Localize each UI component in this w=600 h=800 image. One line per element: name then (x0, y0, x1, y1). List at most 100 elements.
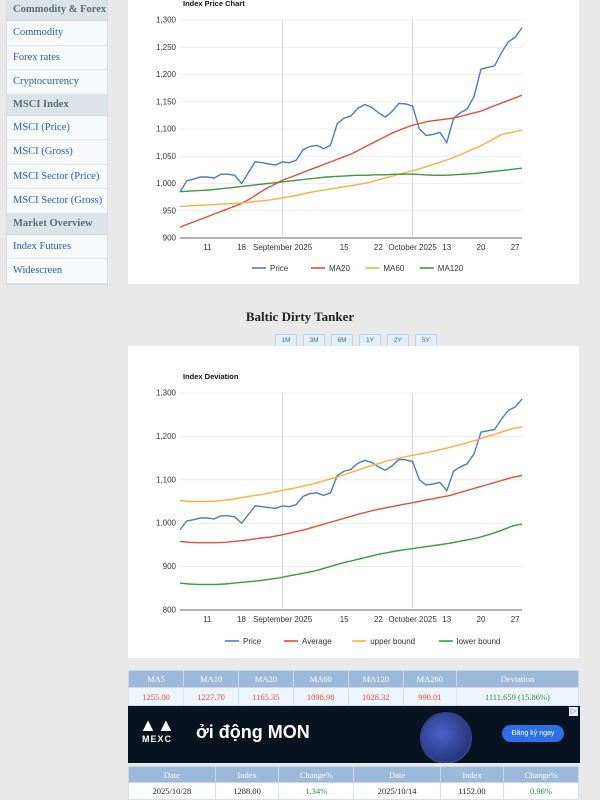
x-tick-label: October 2025 (388, 243, 437, 252)
x-tick-label: October 2025 (388, 615, 437, 624)
legend-label[interactable]: MA120 (438, 264, 464, 273)
series-line-ma60 (179, 129, 523, 208)
deviation-value: 1111.659 (15.86%) (455, 687, 580, 706)
series-line-ma120 (179, 167, 523, 193)
ad-signup-button[interactable]: Đăng ký ngay (502, 725, 564, 742)
series-line-lower-bound (179, 523, 523, 586)
x-tick-label: 18 (237, 615, 246, 624)
legend-label[interactable]: lower bound (457, 637, 501, 646)
range-button[interactable]: 5Y (415, 334, 437, 347)
ma-header: MA20 (238, 670, 294, 688)
y-tick-label: 1,100 (156, 125, 177, 134)
x-tick-label: 27 (511, 615, 520, 624)
history-cell: 2025/10/28 (128, 782, 216, 800)
history-header: Index (440, 766, 505, 783)
ad-coin-graphic (420, 712, 472, 763)
history-header: Change% (503, 766, 579, 783)
series-line-price (179, 27, 523, 193)
legend-label[interactable]: MA20 (329, 264, 350, 273)
index-deviation-chart: 800 900 1,000 1,100 1,200 1,300 11 18 September … (156, 389, 523, 646)
x-tick-label: 22 (374, 243, 383, 252)
x-tick-label: 15 (340, 615, 349, 624)
y-tick-label: 1,200 (156, 70, 177, 79)
sidebar-link[interactable]: Forex rates (7, 45, 107, 70)
series-line-price (179, 398, 523, 531)
y-tick-label: 1,000 (156, 179, 177, 188)
ma-value: 990.01 (402, 687, 457, 706)
x-tick-label: 22 (374, 615, 383, 624)
sidebar-section-heading: Market Overview (7, 213, 107, 235)
sidebar-link[interactable]: MSCI Sector (Price) (7, 164, 107, 189)
x-tick-label: September 2025 (253, 243, 313, 252)
x-tick-label: 11 (203, 615, 212, 624)
ma-value: 1227.70 (183, 687, 240, 706)
ad-close-icon[interactable]: ▷ (569, 707, 578, 716)
moving-average-table: MA5 MA10 MA20 MA60 MA120 MA260 Deviation 1255.… (127, 670, 580, 706)
x-tick-label: September 2025 (253, 615, 313, 624)
y-tick-label: 1,150 (156, 97, 177, 106)
ad-brand: MEXC (141, 734, 172, 744)
history-header: Date (353, 766, 442, 783)
history-cell: 1288.00 (214, 782, 280, 800)
sidebar: Commodity & Forex Commodity Forex rates Cry… (6, 0, 108, 285)
ma-value: 1098.98 (292, 687, 349, 706)
x-tick-label: 13 (442, 615, 451, 624)
series-line-ma20 (179, 94, 523, 228)
section-title: Baltic Dirty Tanker (245, 309, 355, 324)
sidebar-section-heading: MSCI Index (7, 94, 107, 116)
chart-title: Index Deviation (183, 372, 239, 381)
sidebar-link[interactable]: MSCI Sector (Gross) (7, 189, 107, 214)
history-header: Index (214, 766, 280, 783)
x-tick-label: 13 (442, 243, 451, 252)
sidebar-link[interactable]: Cryptocurrency (7, 70, 107, 95)
ma-value: 1028.32 (347, 687, 404, 706)
y-tick-label: 950 (163, 206, 177, 215)
mexc-logo: ▲▲ MEXC (136, 716, 178, 744)
history-header: Date (128, 766, 216, 783)
range-button[interactable]: 1M (275, 334, 297, 347)
series-line-upper-bound (179, 426, 523, 503)
x-tick-label: 11 (203, 243, 212, 252)
y-tick-label: 1,200 (156, 432, 177, 441)
sidebar-link[interactable]: Commodity (7, 21, 107, 46)
ma-header: MA10 (183, 670, 240, 688)
history-cell: 2025/10/14 (353, 782, 442, 800)
ma-header: MA120 (347, 670, 404, 688)
table-row: 2025/10/28 1288.00 1.34% 2025/10/14 1152.00 0… (128, 782, 579, 800)
chart-title: Index Price Chart (183, 0, 245, 8)
y-tick-label: 1,100 (156, 475, 177, 484)
y-tick-label: 800 (163, 606, 177, 615)
sidebar-link[interactable]: MSCI (Price) (7, 115, 107, 140)
y-tick-label: 1,300 (156, 16, 177, 25)
x-tick-label: 20 (477, 243, 486, 252)
y-tick-label: 900 (163, 234, 177, 243)
ma-header: Deviation (455, 670, 580, 688)
ma-header: MA5 (127, 670, 185, 688)
x-tick-label: 18 (237, 243, 246, 252)
history-header: Change% (278, 766, 355, 783)
ma-header: MA60 (292, 670, 349, 688)
mexc-mountain-icon: ▲▲ (139, 715, 175, 735)
sidebar-link[interactable]: Widescreen (7, 259, 107, 284)
price-chart-panel: Index Price Chart 900 950 1,000 1,050 1,100 1… (128, 0, 579, 284)
sidebar-link[interactable]: Index Futures (7, 234, 107, 259)
ad-banner[interactable]: ▲▲ MEXC ởi động MON Đăng ký ngay ▷ (128, 706, 580, 763)
y-tick-label: 1,300 (156, 389, 177, 398)
legend-label[interactable]: MA60 (383, 264, 404, 273)
history-table: Date Index Change% Date Index Change% 2025/10… (128, 766, 579, 800)
legend-label[interactable]: upper bound (370, 637, 415, 646)
deviation-chart-panel: Index Deviation 800 900 1,000 1,100 1,200 1,3… (128, 346, 579, 658)
legend-label[interactable]: Price (243, 637, 262, 646)
legend-label[interactable]: Price (270, 264, 289, 273)
legend-label[interactable]: Average (302, 637, 332, 646)
history-cell: 1152.00 (440, 782, 505, 800)
sidebar-link[interactable]: MSCI (Gross) (7, 140, 107, 165)
range-button[interactable]: 2Y (387, 334, 409, 347)
y-tick-label: 1,050 (156, 152, 177, 161)
history-cell: 0.96% (503, 782, 579, 800)
ad-headline: ởi động MON (196, 722, 310, 742)
series-line-average (179, 474, 523, 544)
y-tick-label: 1,250 (156, 43, 177, 52)
x-tick-label: 15 (340, 243, 349, 252)
ma-value: 1165.35 (238, 687, 294, 706)
